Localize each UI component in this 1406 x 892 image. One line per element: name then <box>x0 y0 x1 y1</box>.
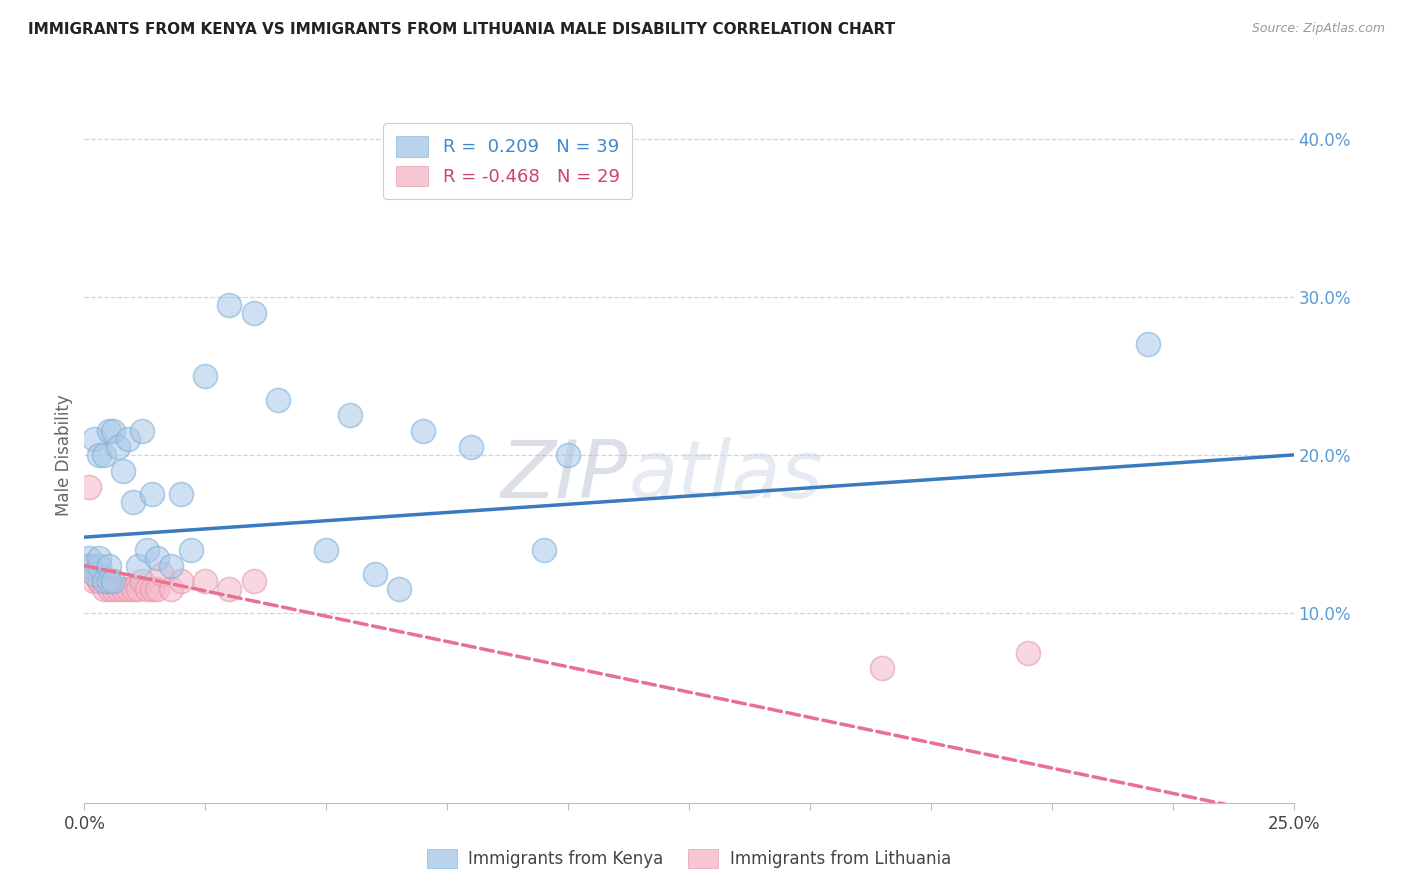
Point <box>150 566 173 581</box>
Point <box>136 582 159 597</box>
Point <box>146 582 169 597</box>
Point <box>315 542 337 557</box>
Point <box>77 479 100 493</box>
Point <box>77 558 100 573</box>
Point <box>131 574 153 589</box>
Point <box>87 558 110 573</box>
Point <box>194 574 217 589</box>
Text: IMMIGRANTS FROM KENYA VS IMMIGRANTS FROM LITHUANIA MALE DISABILITY CORRELATION C: IMMIGRANTS FROM KENYA VS IMMIGRANTS FROM… <box>28 22 896 37</box>
Point <box>121 495 143 509</box>
Point <box>121 582 143 597</box>
Point <box>97 574 120 589</box>
Point <box>136 542 159 557</box>
Text: ZIP: ZIP <box>501 437 628 515</box>
Point <box>533 542 555 557</box>
Point <box>87 574 110 589</box>
Point <box>83 566 105 581</box>
Point <box>170 487 193 501</box>
Point <box>77 558 100 573</box>
Point <box>141 582 163 597</box>
Point <box>1017 646 1039 660</box>
Y-axis label: Male Disability: Male Disability <box>55 394 73 516</box>
Point <box>460 440 482 454</box>
Point <box>83 566 105 581</box>
Point <box>93 574 115 589</box>
Point <box>117 582 139 597</box>
Point <box>131 424 153 438</box>
Point <box>87 550 110 565</box>
Point <box>103 574 125 589</box>
Point <box>1137 337 1160 351</box>
Point <box>77 550 100 565</box>
Point <box>160 558 183 573</box>
Point <box>412 424 434 438</box>
Point <box>117 432 139 446</box>
Point <box>103 424 125 438</box>
Point <box>146 550 169 565</box>
Point <box>127 582 149 597</box>
Point <box>103 582 125 597</box>
Point <box>339 409 361 423</box>
Point <box>218 582 240 597</box>
Point <box>87 574 110 589</box>
Point <box>388 582 411 597</box>
Point <box>83 574 105 589</box>
Point <box>242 305 264 319</box>
Point <box>93 448 115 462</box>
Point <box>107 440 129 454</box>
Point <box>218 298 240 312</box>
Point <box>242 574 264 589</box>
Point <box>112 582 135 597</box>
Point <box>180 542 202 557</box>
Point <box>93 574 115 589</box>
Text: Source: ZipAtlas.com: Source: ZipAtlas.com <box>1251 22 1385 36</box>
Point <box>97 558 120 573</box>
Legend: R =  0.209   N = 39, R = -0.468   N = 29: R = 0.209 N = 39, R = -0.468 N = 29 <box>382 123 633 199</box>
Legend: Immigrants from Kenya, Immigrants from Lithuania: Immigrants from Kenya, Immigrants from L… <box>420 842 957 875</box>
Point <box>127 558 149 573</box>
Point <box>112 464 135 478</box>
Point <box>267 392 290 407</box>
Point <box>141 487 163 501</box>
Point <box>363 566 385 581</box>
Point <box>107 582 129 597</box>
Point <box>97 582 120 597</box>
Point <box>872 661 894 675</box>
Point <box>83 432 105 446</box>
Point <box>87 566 110 581</box>
Point <box>93 582 115 597</box>
Point <box>170 574 193 589</box>
Point <box>557 448 579 462</box>
Point <box>97 574 120 589</box>
Point <box>194 368 217 383</box>
Point <box>87 448 110 462</box>
Point <box>97 424 120 438</box>
Text: atlas: atlas <box>628 437 824 515</box>
Point <box>160 582 183 597</box>
